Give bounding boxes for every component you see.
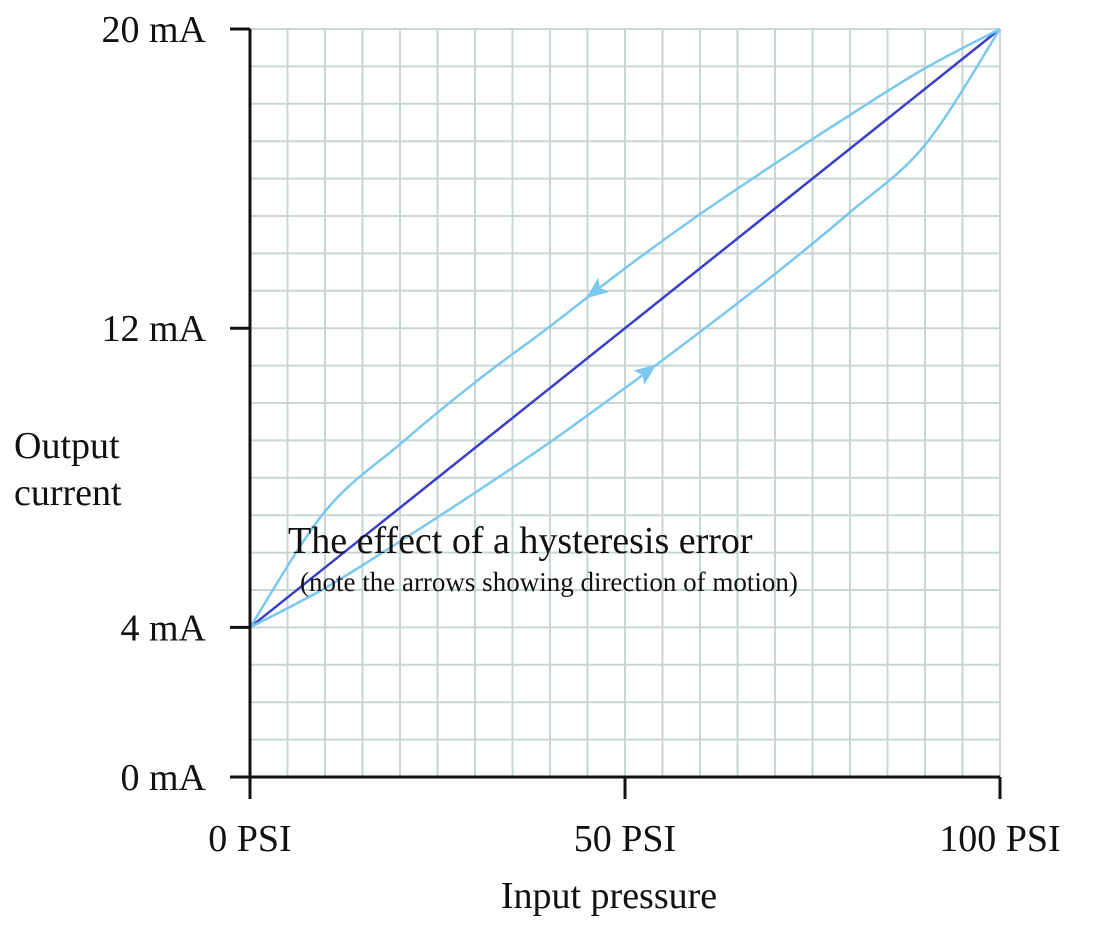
direction-arrow-up xyxy=(633,364,657,386)
y-tick-label: 12 mA xyxy=(102,308,207,350)
hysteresis-curve-increasing xyxy=(249,28,1002,629)
series-layer xyxy=(248,27,1002,629)
x-tick-label: 100 PSI xyxy=(939,818,1060,860)
ideal-response-line xyxy=(249,28,1001,629)
y-axis-title-line-1: Output xyxy=(14,425,120,467)
y-tick-label: 4 mA xyxy=(121,607,207,649)
y-axis-title-line-2: current xyxy=(14,472,122,514)
x-tick-label: 0 PSI xyxy=(208,818,291,860)
y-tick-label: 20 mA xyxy=(102,9,207,51)
tick-labels: 0 mA 4 mA 12 mA 20 mA 0 PSI 50 PSI 100 PSI xyxy=(102,9,1061,860)
axes xyxy=(230,27,1002,799)
direction-arrow-down xyxy=(586,277,610,299)
hysteresis-curve-decreasing xyxy=(248,27,1001,629)
y-tick-label: 0 mA xyxy=(121,757,207,799)
x-axis-title: Input pressure xyxy=(501,875,717,917)
annotation-subtitle: (note the arrows showing direction of mo… xyxy=(300,567,798,597)
grid xyxy=(250,28,1001,777)
x-tick-label: 50 PSI xyxy=(574,818,676,860)
annotation-title: The effect of a hysteresis error xyxy=(288,520,753,562)
